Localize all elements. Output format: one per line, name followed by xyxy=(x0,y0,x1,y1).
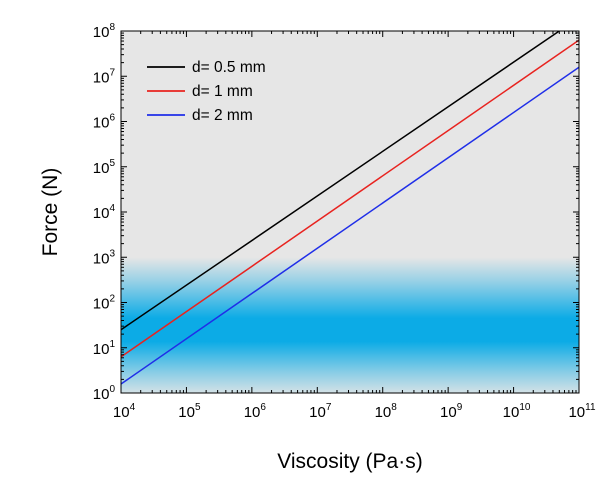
series-layer xyxy=(121,31,579,385)
y-tick-label: 102 xyxy=(93,294,116,313)
y-tick-label: 104 xyxy=(93,203,116,222)
series-line-3 xyxy=(121,66,579,385)
y-tick-label: 106 xyxy=(93,113,116,132)
y-tick-label: 101 xyxy=(93,339,116,358)
y-tick-label: 108 xyxy=(93,22,116,41)
x-tick-label: 109 xyxy=(440,402,463,421)
y-tick-label: 103 xyxy=(93,248,116,267)
x-tick-label: 108 xyxy=(375,402,398,421)
y-axis-title: Force (N) xyxy=(39,168,62,257)
y-tick-label: 107 xyxy=(93,67,116,86)
highlight-band xyxy=(121,257,579,393)
y-tick-label: 105 xyxy=(93,158,116,177)
y-tick-labels: 100 101 102 103 104 105 106 107 108 xyxy=(93,22,116,403)
x-tick-label: 104 xyxy=(113,402,136,421)
x-tick-labels: 104 105 106 107 108 109 1010 1011 xyxy=(113,402,596,421)
legend-item: d= 1 mm xyxy=(147,83,253,100)
x-tick-label: 1011 xyxy=(568,402,596,421)
legend-label: d= 1 mm xyxy=(192,83,253,100)
legend-label: d= 2 mm xyxy=(192,107,253,124)
x-tick-label: 106 xyxy=(244,402,267,421)
legend-label: d= 0.5 mm xyxy=(192,59,266,76)
series-line-1 xyxy=(121,31,560,331)
y-tick-label: 100 xyxy=(93,384,116,403)
x-tick-label: 107 xyxy=(309,402,332,421)
legend-item: d= 2 mm xyxy=(147,107,253,124)
x-axis-title: Viscosity (Pa·s) xyxy=(277,450,422,473)
legend-item: d= 0.5 mm xyxy=(147,59,266,76)
plot-frame xyxy=(120,30,580,394)
x-tick-label: 105 xyxy=(178,402,201,421)
legend: d= 0.5 mm d= 1 mm d= 2 mm xyxy=(147,59,266,124)
series-line-2 xyxy=(121,39,579,358)
x-tick-label: 1010 xyxy=(503,402,531,421)
